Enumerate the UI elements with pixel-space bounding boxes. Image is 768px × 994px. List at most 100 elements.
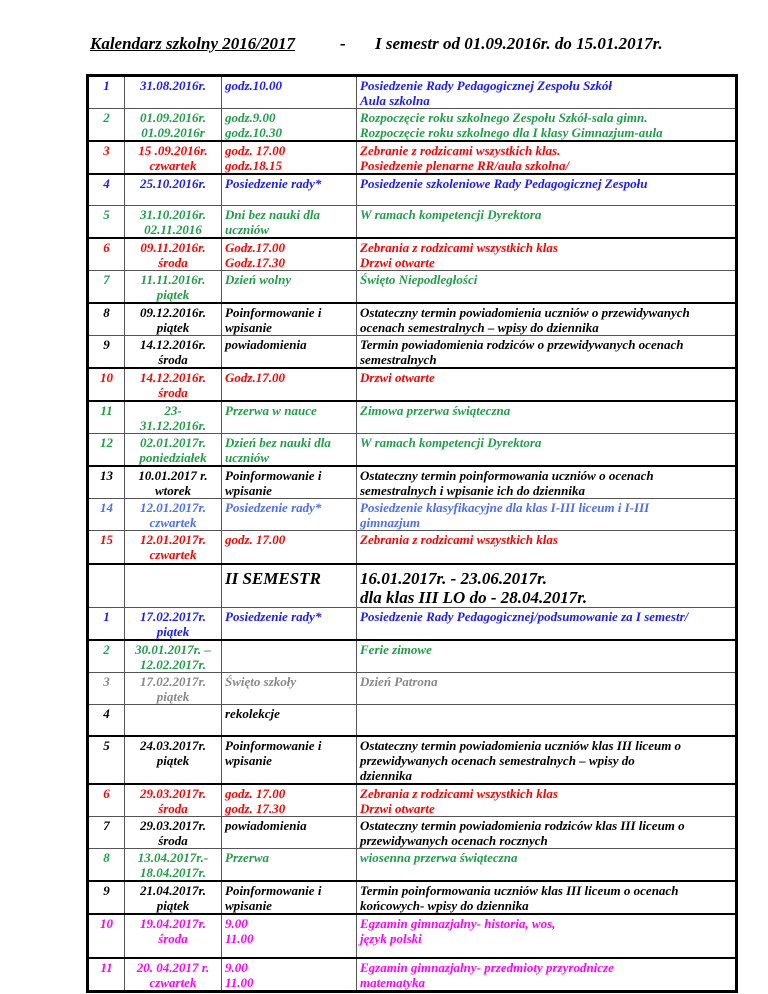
row-number: 4 (87, 173, 125, 206)
row-number: 8 (87, 302, 125, 336)
row-time: godz.9.00 godz.10.30 (221, 108, 357, 142)
row-time: Dzień wolny (221, 269, 357, 304)
row-time: Poinformowanie i wpisanie (221, 465, 357, 499)
row-description: Zebrania z rodzicami wszystkich klas Drz… (356, 783, 737, 817)
row-time: powiadomienia (221, 816, 357, 849)
row-number: 6 (87, 783, 125, 817)
row-time: Posiedzenie rady* (221, 173, 357, 206)
row-description: Zebranie z rodzicami wszystkich klas. Po… (356, 140, 737, 175)
row-time (221, 638, 357, 673)
table-row: 6 29.03.2017r. środa godz. 17.00 godz. 17.… (87, 783, 737, 817)
table-row: 12 02.01.2017r. poniedziałek Dzień bez nau… (87, 433, 737, 467)
row-date: 02.01.2017r. poniedziałek (124, 433, 222, 467)
row-date: 29.03.2017r. środa (124, 783, 222, 817)
row-time: Dni bez nauki dla uczniów (221, 204, 357, 238)
row-number: 9 (87, 335, 125, 369)
row-date: 15 .09.2016r. czwartek (124, 140, 222, 175)
table-row: 15 12.01.2017r. czwartek godz. 17.00 Zebran… (87, 530, 737, 564)
semester2-dates: 16.01.2017r. - 23.06.2017r. dla klas III… (356, 562, 737, 608)
row-time: Dzień bez nauki dla uczniów (221, 433, 357, 467)
row-description: Egzamin gimnazjalny- historia, wos, języ… (356, 913, 737, 959)
row-time: godz. 17.00 godz.18.15 (221, 140, 357, 175)
row-number: 9 (87, 880, 125, 915)
row-date: 09.12.2016r. piątek (124, 302, 222, 336)
row-date: 24.03.2017r. piątek (124, 735, 222, 785)
row-description: Posiedzenie Rady Pedagogicznej/podsumowa… (356, 606, 737, 640)
row-date: 21.04.2017r. piątek (124, 880, 222, 915)
row-time: Posiedzenie rady* (221, 498, 357, 531)
row-date: 25.10.2016r. (124, 173, 222, 206)
row-description: Ostateczny termin powiadomienia uczniów … (356, 735, 737, 785)
row-number: 7 (87, 816, 125, 849)
row-time: Posiedzenie rady* (221, 606, 357, 640)
row-date: 10.01.2017 r. wtorek (124, 465, 222, 499)
row-number: 12 (87, 433, 125, 467)
row-number: 15 (87, 530, 125, 564)
row-description (356, 703, 737, 737)
row-number: 3 (87, 140, 125, 175)
table-row: 1 31.08.2016r. godz.10.00 Posiedzenie Rady … (87, 75, 737, 109)
row-description: Dzień Patrona (356, 671, 737, 705)
row-date: 12.01.2017r. czwartek (124, 498, 222, 531)
empty-cell (87, 562, 125, 608)
row-description: Ostateczny termin poinformowania uczniów… (356, 465, 737, 499)
row-description: W ramach kompetencji Dyrektora (356, 204, 737, 238)
table-row: 7 11.11.2016r. piątek Dzień wolny Święto Ni… (87, 269, 737, 304)
row-description: Ostateczny termin powiadomienia rodziców… (356, 816, 737, 849)
row-number: 1 (87, 606, 125, 640)
row-time: godz.10.00 (221, 75, 357, 109)
semester-range: I semestr od 01.09.2016r. do 15.01.2017r… (375, 34, 663, 53)
row-number: 6 (87, 236, 125, 271)
table-row: 11 20. 04.2017 r. czwartek 9.00 11.00 Egzam… (87, 957, 737, 992)
row-number: 2 (87, 108, 125, 142)
row-number: 1 (87, 75, 125, 109)
semester2-label: II SEMESTR (221, 562, 357, 608)
row-time: Przerwa (221, 848, 357, 882)
row-number: 10 (87, 913, 125, 959)
table-row: 13 10.01.2017 r. wtorek Poinformowanie i w… (87, 465, 737, 499)
row-time: powiadomienia (221, 335, 357, 369)
row-number: 11 (87, 957, 125, 992)
row-date: 14.12.2016r. środa (124, 367, 222, 402)
row-description: Święto Niepodległości (356, 269, 737, 304)
row-number: 14 (87, 498, 125, 531)
row-number: 5 (87, 735, 125, 785)
table-row: 9 14.12.2016r. środa powiadomienia Termin p… (87, 335, 737, 369)
row-time: Święto szkoły (221, 671, 357, 705)
row-number: 5 (87, 204, 125, 238)
row-date: 31.10.2016r. 02.11.2016 (124, 204, 222, 238)
row-description: Egzamin gimnazjalny- przedmioty przyrodn… (356, 957, 737, 992)
table-row: 8 13.04.2017r.- 18.04.2017r. Przerwa wiosen… (87, 848, 737, 882)
row-date: 13.04.2017r.- 18.04.2017r. (124, 848, 222, 882)
row-date: 09.11.2016r. środa (124, 236, 222, 271)
table-row: 2 01.09.2016r. 01.09.2016r godz.9.00 godz.… (87, 108, 737, 142)
row-description: Termin powiadomienia rodziców o przewidy… (356, 335, 737, 369)
table-row: 1 17.02.2017r. piątek Posiedzenie rady* Pos… (87, 606, 737, 640)
table-row: 4 25.10.2016r. Posiedzenie rady* Posiedzeni… (87, 173, 737, 206)
table-row: 11 23- 31.12.2016r. Przerwa w nauce Zimowa … (87, 400, 737, 434)
row-time: godz. 17.00 godz. 17.30 (221, 783, 357, 817)
table-row: 9 21.04.2017r. piątek Poinformowanie i wpi… (87, 880, 737, 915)
row-description: Drzwi otwarte (356, 367, 737, 402)
row-description: Posiedzenie szkoleniowe Rady Pedagogiczn… (356, 173, 737, 206)
row-time: godz. 17.00 (221, 530, 357, 564)
row-date: 11.11.2016r. piątek (124, 269, 222, 304)
table-row: 6 09.11.2016r. środa Godz.17.00 Godz.17.30… (87, 236, 737, 271)
table-row: 7 29.03.2017r. środa powiadomienia Ostatecz… (87, 816, 737, 849)
calendar-title: Kalendarz szkolny 2016/2017 (90, 34, 295, 53)
table-row: 10 19.04.2017r. środa 9.00 11.00 Egzamin gi… (87, 913, 737, 959)
row-date: 20. 04.2017 r. czwartek (124, 957, 222, 992)
row-date: 29.03.2017r. środa (124, 816, 222, 849)
row-description: Rozpoczęcie roku szkolnego Zespołu Szkół… (356, 108, 737, 142)
row-time: Przerwa w nauce (221, 400, 357, 434)
row-number: 13 (87, 465, 125, 499)
row-time: Godz.17.00 (221, 367, 357, 402)
semester2-header-row: II SEMESTR 16.01.2017r. - 23.06.2017r. dl… (87, 562, 737, 608)
row-date: 30.01.2017r. – 12.02.2017r. (124, 638, 222, 673)
row-time: Poinformowanie i wpisanie (221, 302, 357, 336)
row-description: Ostateczny termin powiadomienia uczniów … (356, 302, 737, 336)
row-date: 17.02.2017r. piątek (124, 606, 222, 640)
row-description: Posiedzenie Rady Pedagogicznej Zespołu S… (356, 75, 737, 109)
row-time: rekolekcje (221, 703, 357, 737)
row-description: Termin poinformowania uczniów klas III l… (356, 880, 737, 915)
